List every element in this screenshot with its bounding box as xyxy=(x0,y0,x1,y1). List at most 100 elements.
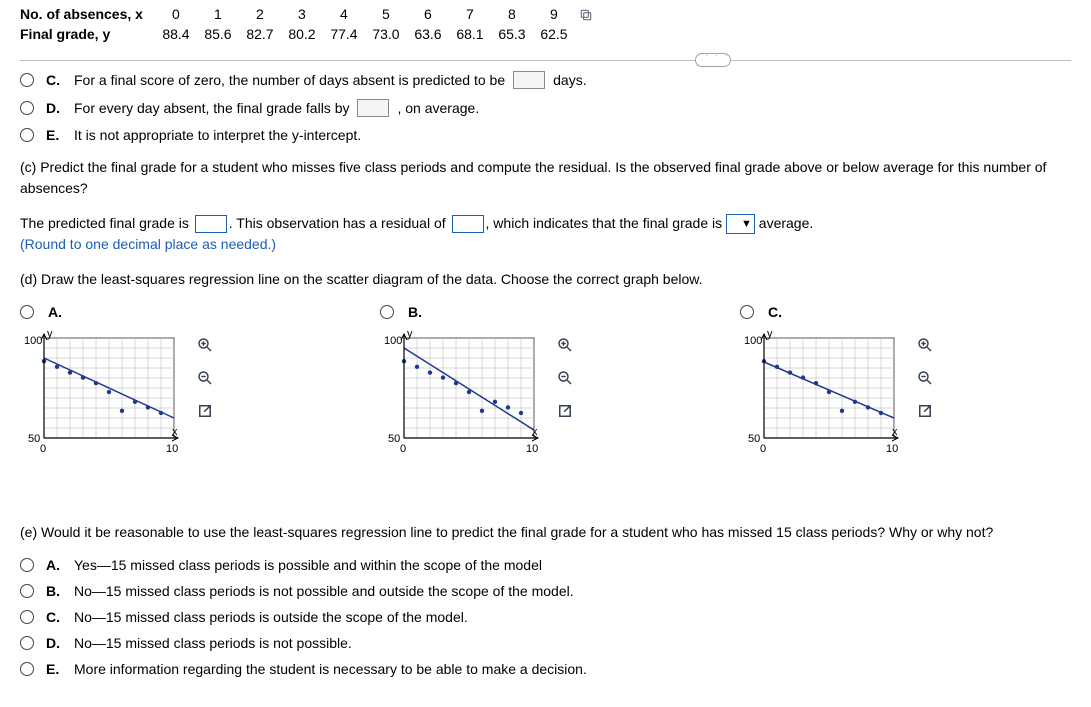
popout-icon[interactable] xyxy=(196,402,214,423)
y-value: 85.6 xyxy=(204,26,231,46)
radio-e-E.[interactable] xyxy=(20,662,34,676)
radio-e-D.[interactable] xyxy=(20,636,34,650)
option-E: E. It is not appropriate to interpret th… xyxy=(20,127,1071,143)
rounding-note: (Round to one decimal place as needed.) xyxy=(20,236,276,252)
table-column: 962.5 xyxy=(533,6,575,46)
part-e-option: B. No—15 missed class periods is not pos… xyxy=(20,583,1071,599)
svg-text:50: 50 xyxy=(388,433,400,445)
svg-text:x: x xyxy=(892,426,898,438)
zoom-out-icon[interactable] xyxy=(196,369,214,390)
popout-icon[interactable] xyxy=(916,402,934,423)
residual-input[interactable] xyxy=(452,215,484,233)
row2-label: Final grade, y xyxy=(20,26,143,46)
radio-D[interactable] xyxy=(20,101,34,115)
option-C: C. For a final score of zero, the number… xyxy=(20,71,1071,89)
x-value: 0 xyxy=(172,6,180,26)
option-C-pre: For a final score of zero, the number of… xyxy=(74,72,505,88)
zoom-in-icon[interactable] xyxy=(556,336,574,357)
svg-text:x: x xyxy=(172,426,178,438)
radio-e-B.[interactable] xyxy=(20,584,34,598)
x-value: 9 xyxy=(550,6,558,26)
part-e-prompt: (e) Would it be reasonable to use the le… xyxy=(20,522,1071,543)
radio-C[interactable] xyxy=(20,73,34,87)
radio-graph-A[interactable] xyxy=(20,305,34,319)
y-value: 82.7 xyxy=(246,26,273,46)
option-D: D. For every day absent, the final grade… xyxy=(20,99,1071,117)
row1-label: No. of absences, x xyxy=(20,6,143,26)
zoom-out-icon[interactable] xyxy=(916,369,934,390)
svg-text:y: y xyxy=(407,328,413,340)
zoom-in-icon[interactable] xyxy=(916,336,934,357)
svg-text:y: y xyxy=(47,328,53,340)
chart-B: 100 50 0 10 y x xyxy=(380,328,544,458)
graph-option-A: A. 100 50 0 10 y x xyxy=(20,304,380,506)
radio-graph-B[interactable] xyxy=(380,305,394,319)
part-e-option: A. Yes—15 missed class periods is possib… xyxy=(20,557,1071,573)
svg-text:0: 0 xyxy=(400,443,406,455)
y-value: 62.5 xyxy=(540,26,567,46)
table-column: 573.0 xyxy=(365,6,407,46)
popout-icon[interactable] xyxy=(556,402,574,423)
table-column: 185.6 xyxy=(197,6,239,46)
chevron-down-icon: ▼ xyxy=(741,216,752,233)
zoom-out-icon[interactable] xyxy=(556,369,574,390)
above-below-dropdown[interactable]: ▼ xyxy=(726,214,755,234)
table-column: 380.2 xyxy=(281,6,323,46)
y-value: 68.1 xyxy=(456,26,483,46)
x-value: 4 xyxy=(340,6,348,26)
radio-E[interactable] xyxy=(20,128,34,142)
radio-e-C.[interactable] xyxy=(20,610,34,624)
option-letter: D. xyxy=(46,100,64,116)
table-column: 477.4 xyxy=(323,6,365,46)
option-letter: E. xyxy=(46,661,64,677)
x-value: 5 xyxy=(382,6,390,26)
y-value: 77.4 xyxy=(330,26,357,46)
graph-C-label: C. xyxy=(768,304,786,320)
option-E-text: It is not appropriate to interpret the y… xyxy=(74,127,361,143)
blank-input[interactable] xyxy=(513,71,545,89)
table-column: 663.6 xyxy=(407,6,449,46)
svg-text:50: 50 xyxy=(748,433,760,445)
svg-text:10: 10 xyxy=(526,443,538,455)
pc-s1: The predicted final grade is xyxy=(20,215,189,231)
blank-input[interactable] xyxy=(357,99,389,117)
drag-handle[interactable]: · · · · · xyxy=(695,53,731,67)
copy-icon[interactable] xyxy=(579,8,593,25)
table-column: 088.4 xyxy=(155,6,197,46)
svg-text:0: 0 xyxy=(40,443,46,455)
pc-s3: , which indicates that the final grade i… xyxy=(486,215,723,231)
svg-text:10: 10 xyxy=(166,443,178,455)
svg-text:50: 50 xyxy=(28,433,40,445)
svg-text:100: 100 xyxy=(744,335,762,347)
svg-text:y: y xyxy=(767,328,773,340)
x-value: 6 xyxy=(424,6,432,26)
option-letter: C. xyxy=(46,609,64,625)
svg-text:100: 100 xyxy=(384,335,402,347)
zoom-in-icon[interactable] xyxy=(196,336,214,357)
option-text: More information regarding the student i… xyxy=(74,661,587,677)
part-d-prompt: (d) Draw the least-squares regression li… xyxy=(20,269,1071,290)
graphs-row: A. 100 50 0 10 y x xyxy=(20,304,1071,506)
option-letter: C. xyxy=(46,72,64,88)
graph-option-C: C. 100 50 0 10 y x xyxy=(740,304,1091,506)
svg-text:100: 100 xyxy=(24,335,42,347)
x-value: 1 xyxy=(214,6,222,26)
graph-A-label: A. xyxy=(48,304,66,320)
option-D-pre: For every day absent, the final grade fa… xyxy=(74,100,349,116)
x-value: 2 xyxy=(256,6,264,26)
table-column: 865.3 xyxy=(491,6,533,46)
option-letter: A. xyxy=(46,557,64,573)
radio-graph-C[interactable] xyxy=(740,305,754,319)
pc-s2: . This observation has a residual of xyxy=(229,215,446,231)
part-c-sentence: The predicted final grade is . This obse… xyxy=(20,213,1071,255)
svg-text:x: x xyxy=(532,426,538,438)
option-D-post: , on average. xyxy=(397,100,479,116)
y-value: 80.2 xyxy=(288,26,315,46)
chart-C: 100 50 0 10 y x xyxy=(740,328,904,458)
svg-text:0: 0 xyxy=(760,443,766,455)
data-table: No. of absences, x Final grade, y 088.41… xyxy=(20,6,1071,46)
part-e-option: C. No—15 missed class periods is outside… xyxy=(20,609,1071,625)
predicted-grade-input[interactable] xyxy=(195,215,227,233)
radio-e-A.[interactable] xyxy=(20,558,34,572)
option-letter: B. xyxy=(46,583,64,599)
